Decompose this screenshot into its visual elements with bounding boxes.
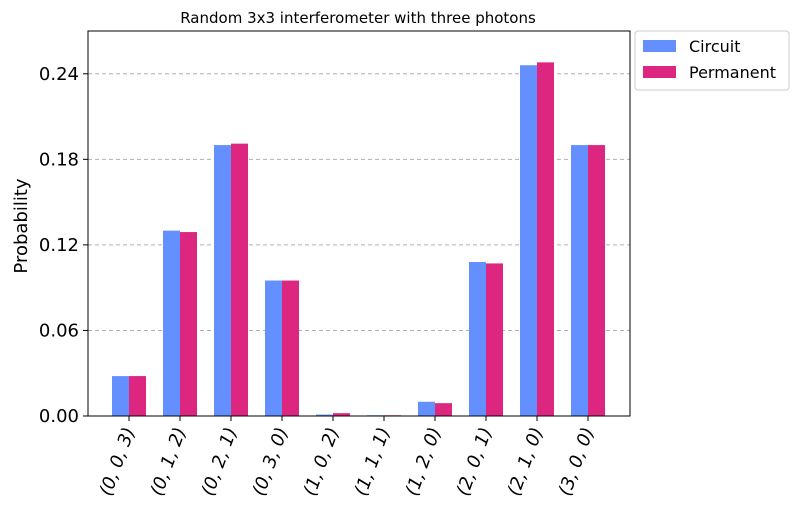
bar-permanent bbox=[231, 143, 248, 417]
x-tick-label: (3, 0, 0) bbox=[555, 425, 599, 499]
bar-circuit bbox=[112, 376, 129, 416]
y-tick-label: 0.00 bbox=[39, 406, 79, 427]
x-tick-label: (0, 1, 2) bbox=[147, 425, 191, 499]
x-tick-label: (1, 0, 2) bbox=[300, 425, 344, 499]
legend-label-permanent: Permanent bbox=[689, 63, 776, 82]
bar-circuit bbox=[214, 145, 231, 416]
bar-permanent bbox=[486, 263, 503, 416]
bar-permanent bbox=[180, 232, 197, 416]
legend-label-circuit: Circuit bbox=[689, 37, 741, 56]
legend: Circuit Permanent bbox=[634, 30, 790, 91]
bar-permanent bbox=[282, 280, 299, 416]
legend-swatch-permanent bbox=[643, 66, 676, 78]
bar-circuit bbox=[265, 280, 282, 416]
x-tick-label: (0, 0, 3) bbox=[96, 425, 140, 499]
bar-permanent bbox=[588, 145, 605, 416]
y-tick-label: 0.12 bbox=[39, 235, 79, 256]
bar-circuit bbox=[520, 65, 537, 416]
x-tick-label: (0, 2, 1) bbox=[198, 425, 242, 499]
x-tick-label: (2, 0, 1) bbox=[453, 425, 497, 499]
y-tick-label: 0.18 bbox=[39, 149, 79, 170]
x-tick-label: (0, 3, 0) bbox=[249, 425, 293, 499]
x-tick-label: (2, 1, 0) bbox=[504, 425, 548, 499]
x-tick-label: (1, 2, 0) bbox=[402, 425, 446, 499]
bar-circuit bbox=[418, 401, 435, 416]
bar-permanent bbox=[537, 62, 554, 417]
bar-circuit bbox=[469, 262, 486, 416]
legend-swatch-circuit bbox=[643, 40, 676, 52]
bar-permanent bbox=[129, 376, 146, 416]
bar-permanent bbox=[333, 413, 350, 416]
bar-permanent bbox=[435, 403, 452, 416]
x-ticks: (0, 0, 3) (0, 1, 2) (0, 2, 1) (0, 3, 0) (1, … bbox=[96, 416, 599, 499]
y-ticks: 0.00 0.06 0.12 0.18 0.24 bbox=[39, 64, 88, 427]
y-tick-label: 0.24 bbox=[39, 64, 79, 85]
plot-frame bbox=[87, 30, 631, 417]
y-tick-label: 0.06 bbox=[39, 320, 79, 341]
bars-group bbox=[112, 62, 605, 417]
bar-circuit bbox=[571, 145, 588, 416]
bar-circuit bbox=[316, 414, 333, 416]
x-tick-label: (1, 1, 1) bbox=[351, 425, 395, 499]
bar-circuit bbox=[163, 230, 180, 416]
chart-title: Random 3x3 interferometer with three pho… bbox=[180, 9, 536, 27]
y-axis-label: Probability bbox=[11, 178, 32, 273]
